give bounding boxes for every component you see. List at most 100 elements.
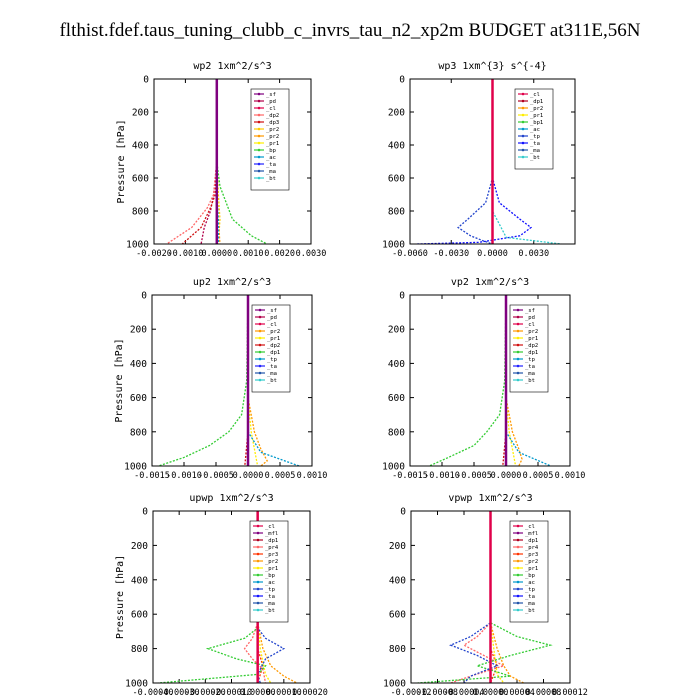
legend-label: _dp2 (266, 113, 279, 119)
legend-marker (521, 92, 525, 96)
x-tick-label: -0.0030 (433, 249, 469, 259)
legend-marker (521, 113, 525, 117)
legend: _sf_pd_cl_dp2_dp3_pr2_pr2_pr1_bp_ac_ta_m… (250, 88, 290, 191)
legend-label: _bt (525, 608, 535, 614)
legend-marker (521, 127, 525, 131)
chart-title: vpwp 1xm^2/s^3 (448, 493, 532, 504)
legend: _cl_mfl_dp1_pr4_pr3_pr2_pr1_bp_ac_tp_ta_… (249, 520, 289, 623)
legend-label: _ma (266, 169, 276, 175)
chart-panel-5: upwp 1xm^2/s^3 Pressure [hPa] 0 200 400 600 80… (115, 493, 328, 698)
x-tick-label: 0.0000 (233, 471, 264, 481)
y-tick-label: 600 (130, 393, 147, 404)
y-tick-label: 800 (388, 207, 405, 218)
legend-marker (256, 580, 260, 584)
x-tick-label: 0.00000 (473, 688, 509, 698)
legend-marker (516, 315, 520, 319)
legend-marker (258, 329, 262, 333)
legend-label: _dp2 (267, 343, 280, 349)
x-tick-label: 0.0000 (491, 471, 522, 481)
y-tick-label: 200 (388, 108, 405, 119)
x-tick-label: -0.00030 (159, 688, 200, 698)
x-tick-label: 0.00012 (552, 688, 588, 698)
legend-marker (257, 106, 261, 110)
legend-label: _ma (525, 601, 535, 607)
legend-label: _ma (267, 371, 277, 377)
y-tick-label: 1000 (383, 679, 406, 690)
legend-marker (516, 343, 520, 347)
legend-label: _ma (530, 148, 540, 154)
legend-label: _bt (265, 608, 275, 614)
legend-label: _cl (530, 92, 540, 98)
legend-marker (256, 594, 260, 598)
legend-label: _pr1 (530, 113, 543, 119)
y-tick-label: 800 (130, 427, 147, 438)
y-tick-label: 400 (389, 575, 406, 586)
legend-marker (258, 378, 262, 382)
y-tick-label: 400 (388, 141, 405, 152)
x-tick-label: -0.0010 (424, 471, 460, 481)
legend-label: _pr2 (265, 559, 278, 565)
legend: _cl_mfl_dp1_pr4_pr3_pr2_pr1_bp_ac_tp_ta_… (509, 520, 549, 623)
legend-label: _ta (525, 594, 535, 600)
legend-marker (516, 364, 520, 368)
legend-marker (257, 92, 261, 96)
legend-marker (257, 155, 261, 159)
plot-frame (151, 294, 313, 467)
plot-frame (410, 510, 571, 684)
legend-label: _ma (525, 371, 535, 377)
legend-marker (257, 113, 261, 117)
legend-box (509, 520, 549, 623)
legend-label: _cl (265, 524, 275, 530)
y-tick-label: 200 (131, 541, 148, 552)
legend-marker (516, 308, 520, 312)
x-tick-label: 0.0000 (201, 249, 232, 259)
legend-label: _bp1 (530, 120, 543, 126)
legend-label: _ac (530, 127, 540, 133)
legend-label: _tp (530, 134, 540, 140)
series-line (428, 295, 507, 466)
legend-marker (257, 141, 261, 145)
legend-marker (257, 99, 261, 103)
y-tick-label: 400 (132, 141, 149, 152)
legend-label: _pr3 (265, 552, 278, 558)
legend-label: _ac (265, 580, 275, 586)
chart-title: vp2 1xm^2/s^3 (451, 277, 529, 288)
legend-label: _ac (266, 155, 276, 161)
legend-marker (521, 106, 525, 110)
legend-marker (256, 566, 260, 570)
y-tick-label: 0 (143, 75, 149, 86)
legend: _sf_pd_cl_pr2_pr1_dp2_dp1_tp_ta_ma_bt (251, 304, 291, 393)
legend-marker (256, 524, 260, 528)
series-group (166, 79, 268, 244)
legend-label: _bt (525, 378, 535, 384)
legend-marker (516, 587, 520, 591)
chart-panel-1: wp2 1xm^2/s^3 Pressure [hPa] 0 200 400 600 800… (116, 61, 326, 259)
legend-label: _bt (267, 378, 277, 384)
legend-marker (257, 134, 261, 138)
series-line (158, 295, 249, 466)
y-tick-label: 200 (130, 325, 147, 336)
x-tick-label: -0.0015 (134, 471, 170, 481)
x-tick-label: -0.0010 (167, 249, 203, 259)
legend-marker (258, 322, 262, 326)
x-tick-label: 0.0020 (264, 249, 295, 259)
legend-marker (516, 608, 520, 612)
legend-marker (516, 594, 520, 598)
legend-marker (256, 545, 260, 549)
legend-marker (256, 559, 260, 563)
y-tick-label: 1000 (126, 240, 149, 251)
legend-marker (521, 141, 525, 145)
legend-box (251, 304, 291, 393)
legend-label: _tp (525, 357, 535, 363)
legend-marker (258, 357, 262, 361)
plot-frame (409, 78, 576, 245)
x-tick-label: 0.00008 (526, 688, 562, 698)
x-tick-label: -0.00010 (211, 688, 252, 698)
x-tick-label: 0.00020 (292, 688, 328, 698)
series-group (158, 295, 300, 466)
legend-marker (516, 531, 520, 535)
page-title: flthist.fdef.taus_tuning_clubb_c_invrs_t… (59, 20, 641, 41)
legend-marker (516, 573, 520, 577)
legend-marker (521, 148, 525, 152)
legend-label: _pr2 (266, 134, 279, 140)
